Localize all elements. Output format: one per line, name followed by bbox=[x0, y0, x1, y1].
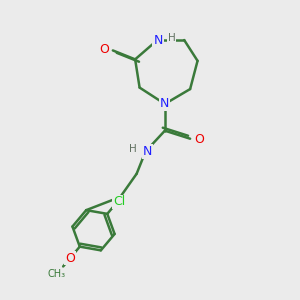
Text: N: N bbox=[143, 145, 153, 158]
Text: H: H bbox=[168, 33, 176, 43]
Text: H: H bbox=[129, 144, 137, 154]
Text: O: O bbox=[65, 251, 75, 265]
Text: N: N bbox=[153, 34, 163, 46]
Text: Cl: Cl bbox=[113, 195, 125, 208]
Text: N: N bbox=[160, 98, 170, 110]
Text: CH₃: CH₃ bbox=[48, 269, 66, 279]
Text: O: O bbox=[100, 43, 110, 56]
Text: O: O bbox=[195, 133, 205, 146]
